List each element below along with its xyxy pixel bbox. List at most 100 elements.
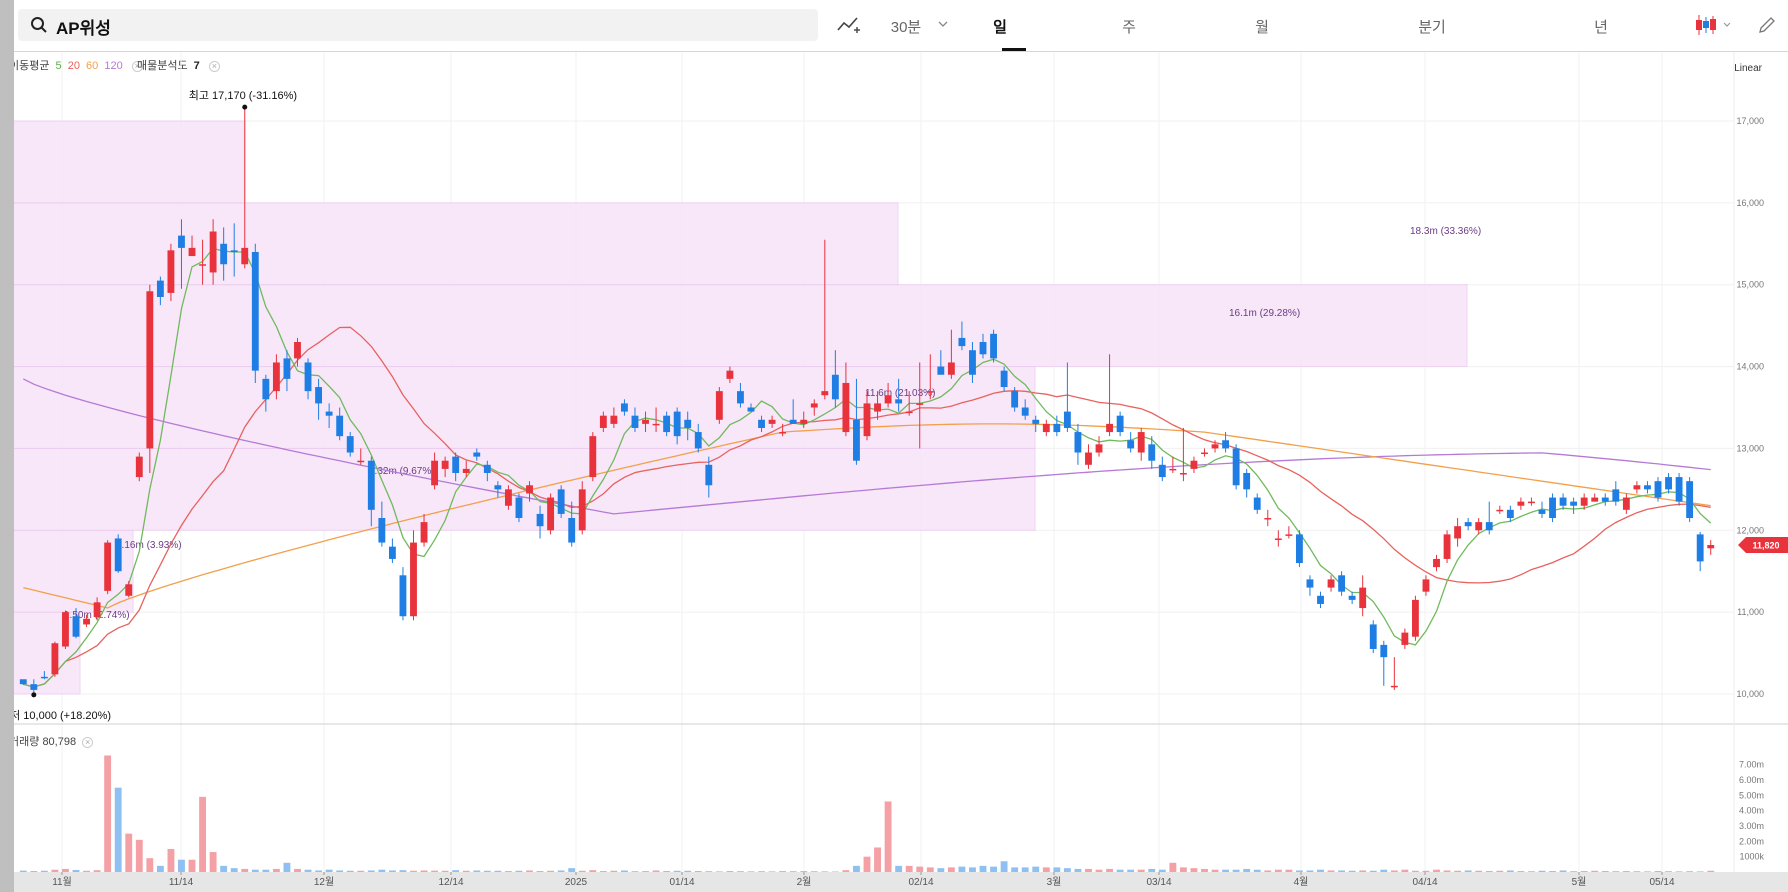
candle-body bbox=[969, 350, 976, 375]
candle-body bbox=[1116, 415, 1124, 433]
volume-bar bbox=[1380, 869, 1388, 872]
volume-profile-label: 2.16m (3.93%) bbox=[116, 540, 182, 551]
candle-body bbox=[610, 415, 618, 424]
volume-bar bbox=[1707, 870, 1715, 872]
candle-body bbox=[40, 676, 48, 679]
candle-body bbox=[1127, 440, 1135, 449]
candle-body bbox=[93, 602, 101, 618]
period-tab-3[interactable]: 월 bbox=[1255, 19, 1269, 36]
volume-bar bbox=[420, 870, 428, 872]
period-tab-1[interactable]: 일 bbox=[993, 19, 1007, 36]
candle-body bbox=[694, 432, 702, 449]
volume-bar bbox=[1074, 868, 1082, 872]
profile-remove-icon[interactable]: × bbox=[208, 61, 220, 72]
chevron-down-icon[interactable] bbox=[938, 20, 948, 28]
ma-remove-icon[interactable]: × bbox=[131, 61, 143, 72]
volume-bar bbox=[1201, 868, 1208, 872]
volume-bar bbox=[410, 870, 417, 872]
volume-bar bbox=[863, 856, 871, 872]
candle-body bbox=[1042, 423, 1050, 433]
candle-body bbox=[705, 464, 713, 486]
candle-body bbox=[1095, 444, 1103, 453]
period-tab-0[interactable]: 30분 bbox=[890, 19, 922, 36]
candle-body bbox=[1327, 579, 1335, 588]
volume-tick-label: 7.00m bbox=[1739, 760, 1764, 770]
price-chart[interactable]: 10,000 11,000 12,000 13,000 14,000 15,000 16,0… bbox=[14, 52, 1788, 892]
candle-body bbox=[1422, 579, 1430, 592]
y-tick-label: 15,000 bbox=[1736, 280, 1764, 290]
x-tick-label: 2월 bbox=[797, 876, 812, 888]
volume-legend[interactable]: 거래량 80,798 × bbox=[14, 733, 94, 749]
candle-body bbox=[1538, 509, 1546, 514]
candle-body bbox=[1232, 448, 1240, 486]
profile-value: 7 bbox=[193, 60, 200, 72]
candle-body bbox=[1063, 411, 1071, 428]
volume-bar bbox=[1359, 870, 1367, 872]
volume-bar bbox=[209, 852, 217, 872]
y-tick-label: 11,000 bbox=[1737, 607, 1764, 617]
volume-bar bbox=[1528, 871, 1535, 873]
candle-body bbox=[1369, 624, 1377, 649]
volume-bar bbox=[346, 870, 354, 872]
candlestick-icon[interactable] bbox=[1694, 13, 1734, 37]
scale-toggle[interactable]: Linear bbox=[1734, 63, 1762, 74]
moving-average-legend[interactable]: 이동평균 5 20 60 120 × bbox=[14, 57, 146, 73]
volume-bar bbox=[810, 871, 818, 873]
volume-bar bbox=[1591, 870, 1599, 872]
candle-body bbox=[1359, 587, 1367, 609]
volume-bar bbox=[199, 796, 206, 872]
low-marker bbox=[31, 692, 37, 698]
volume-bar bbox=[1644, 871, 1651, 873]
volume-bar bbox=[589, 870, 597, 872]
candle-body bbox=[599, 415, 607, 428]
candle-body bbox=[72, 616, 80, 637]
period-tab-4[interactable]: 분기 bbox=[1418, 19, 1446, 36]
candle-body bbox=[1179, 472, 1187, 475]
volume-bar bbox=[473, 870, 481, 872]
volume-bar bbox=[547, 870, 555, 872]
candle-body bbox=[1654, 481, 1662, 498]
candle-body bbox=[483, 464, 491, 473]
x-tick-label: 01/14 bbox=[669, 877, 694, 888]
volume-bar bbox=[325, 869, 333, 872]
volume-bar bbox=[1654, 871, 1662, 873]
stock-search-input[interactable]: AP위성 bbox=[18, 9, 818, 41]
volume-bar bbox=[979, 865, 987, 872]
volume-bar bbox=[1063, 868, 1071, 872]
candle-body bbox=[1570, 501, 1578, 506]
candle-body bbox=[758, 419, 765, 428]
volume-bar bbox=[178, 859, 185, 872]
candle-body bbox=[1317, 595, 1324, 604]
candle-body bbox=[1085, 452, 1092, 465]
period-tab-5[interactable]: 년 bbox=[1594, 19, 1608, 36]
volume-bar bbox=[146, 858, 154, 872]
candle-body bbox=[336, 415, 344, 437]
candle-body bbox=[515, 497, 523, 519]
volume-bar bbox=[1433, 869, 1440, 872]
candle-body bbox=[19, 679, 27, 685]
trend-line-add-icon[interactable] bbox=[836, 14, 862, 36]
candle-body bbox=[853, 419, 860, 461]
period-tab-2[interactable]: 주 bbox=[1122, 19, 1136, 36]
volume-bar bbox=[1696, 871, 1704, 873]
volume-bar bbox=[1158, 869, 1166, 872]
pencil-icon[interactable] bbox=[1757, 15, 1777, 35]
candle-body bbox=[135, 456, 143, 478]
volume-bar bbox=[705, 871, 713, 873]
volume-profile-legend[interactable]: 매물분석도 7 × bbox=[137, 57, 223, 73]
x-axis-bar bbox=[14, 872, 1788, 892]
candle-body bbox=[1348, 595, 1356, 600]
candle-body bbox=[1295, 534, 1303, 564]
ma-title: 이동평균 bbox=[14, 60, 50, 72]
candle-body bbox=[547, 497, 555, 531]
candle-body bbox=[905, 411, 913, 414]
volume-bar bbox=[93, 870, 101, 872]
high-marker bbox=[242, 104, 248, 110]
volume-bar bbox=[1042, 867, 1050, 872]
candle-body bbox=[1106, 423, 1113, 433]
volume-bar bbox=[1317, 869, 1324, 872]
volume-bar bbox=[19, 870, 27, 872]
volume-profile-label: 16.1m (29.28%) bbox=[1229, 308, 1300, 319]
volume-remove-icon[interactable]: × bbox=[82, 737, 94, 748]
candle-body bbox=[262, 378, 270, 400]
